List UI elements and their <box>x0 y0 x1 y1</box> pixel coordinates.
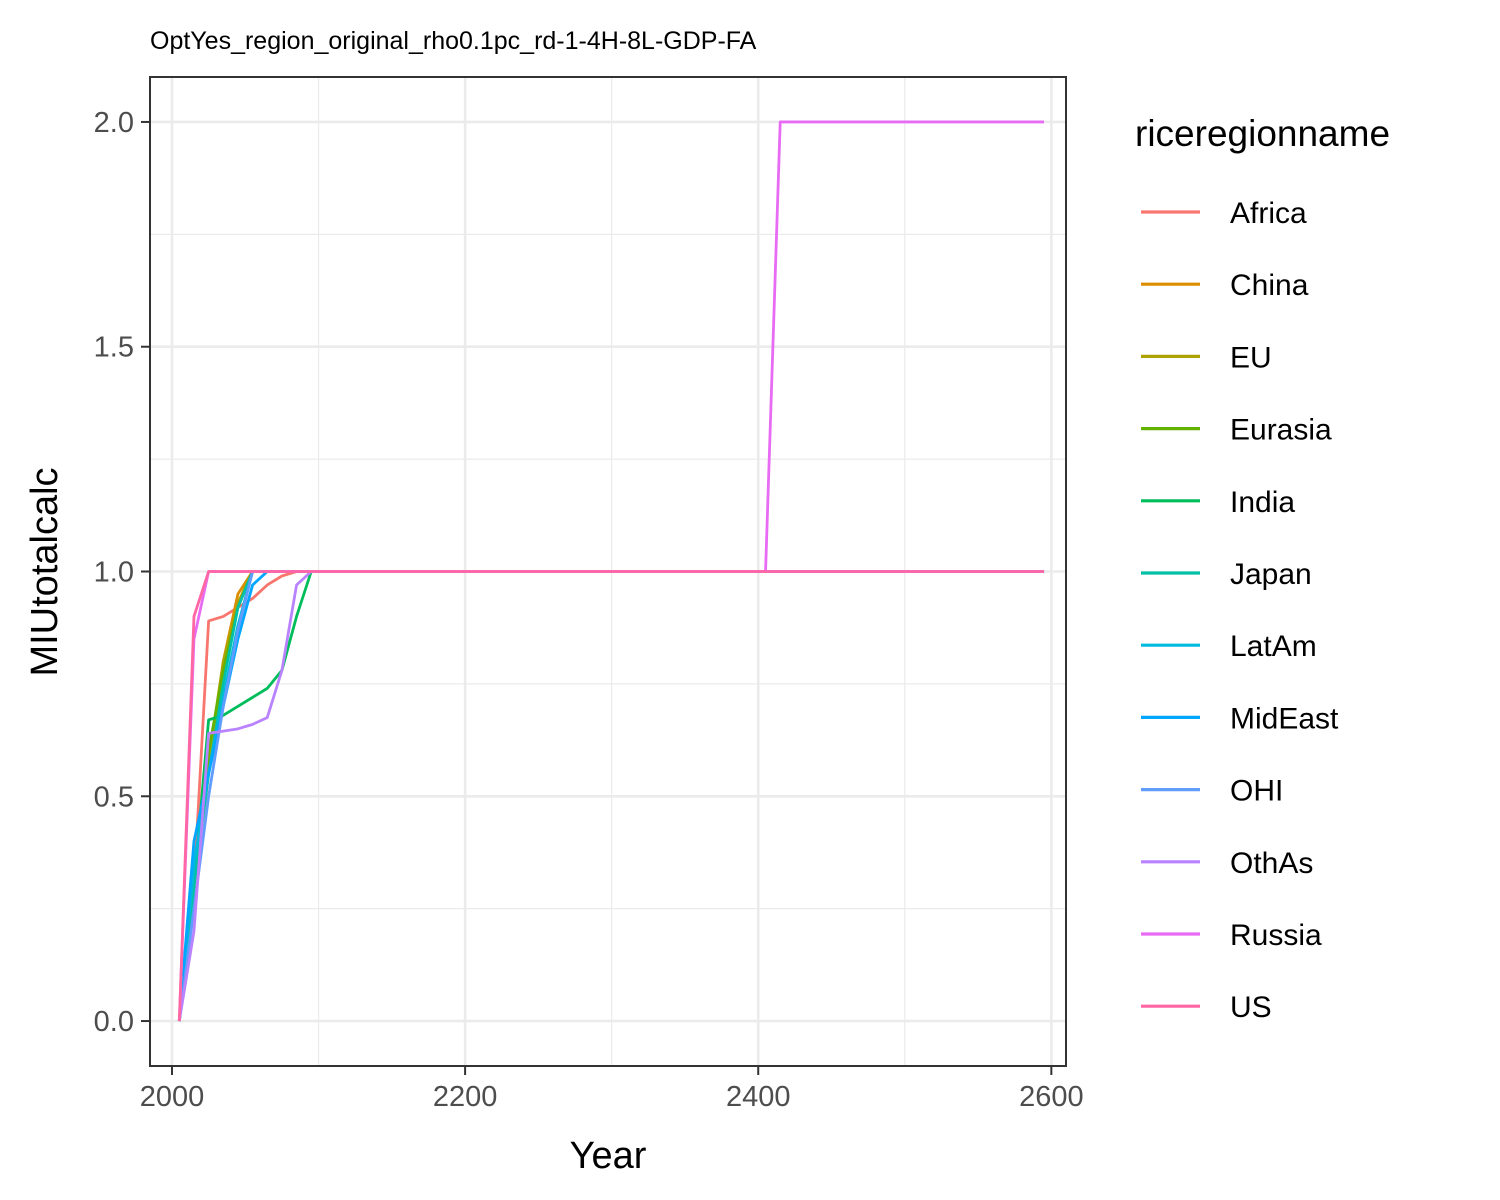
legend-title: riceregionname <box>1135 113 1390 154</box>
legend: riceregionname Africa China EU Eurasia India… <box>1135 113 1390 1024</box>
legend-label-japan: Japan <box>1230 558 1312 591</box>
x-tick-label: 2400 <box>726 1081 791 1113</box>
y-tick-label: 0.5 <box>94 781 134 813</box>
y-axis-title: MIUtotalcalc <box>24 467 66 676</box>
legend-label-latam: LatAm <box>1230 630 1317 663</box>
series-line-othas <box>177 570 1045 1022</box>
x-axis-title: Year <box>570 1135 647 1177</box>
series-line-us <box>177 570 1045 1022</box>
legend-label-ohi: OHI <box>1230 775 1283 808</box>
series-lines <box>177 120 1045 1022</box>
y-tick-label: 1.5 <box>94 332 134 364</box>
legend-label-us: US <box>1230 991 1272 1024</box>
legend-label-othas: OthAs <box>1230 847 1313 880</box>
legend-label-russia: Russia <box>1230 919 1322 952</box>
legend-label-eurasia: Eurasia <box>1230 414 1332 447</box>
legend-label-india: India <box>1230 486 1295 519</box>
legend-label-africa: Africa <box>1230 197 1307 230</box>
legend-label-mideast: MidEast <box>1230 702 1339 735</box>
legend-items: Africa China EU Eurasia India Japan LatAm MidEa… <box>1141 197 1339 1024</box>
y-tick-label: 1.0 <box>94 557 134 589</box>
legend-label-china: China <box>1230 269 1309 302</box>
series-line-india <box>177 570 1045 1022</box>
x-tick-label: 2600 <box>1019 1081 1084 1113</box>
x-tick-label: 2000 <box>140 1081 205 1113</box>
chart-title: OptYes_region_original_rho0.1pc_rd-1-4H-… <box>150 27 757 55</box>
y-axis: 0.0 0.5 1.0 1.5 2.0 <box>94 107 150 1038</box>
x-tick-label: 2200 <box>433 1081 498 1113</box>
legend-label-eu: EU <box>1230 341 1272 374</box>
x-axis: 2000 2200 2400 2600 <box>140 1066 1084 1113</box>
y-tick-label: 2.0 <box>94 107 134 139</box>
y-tick-label: 0.0 <box>94 1006 134 1038</box>
